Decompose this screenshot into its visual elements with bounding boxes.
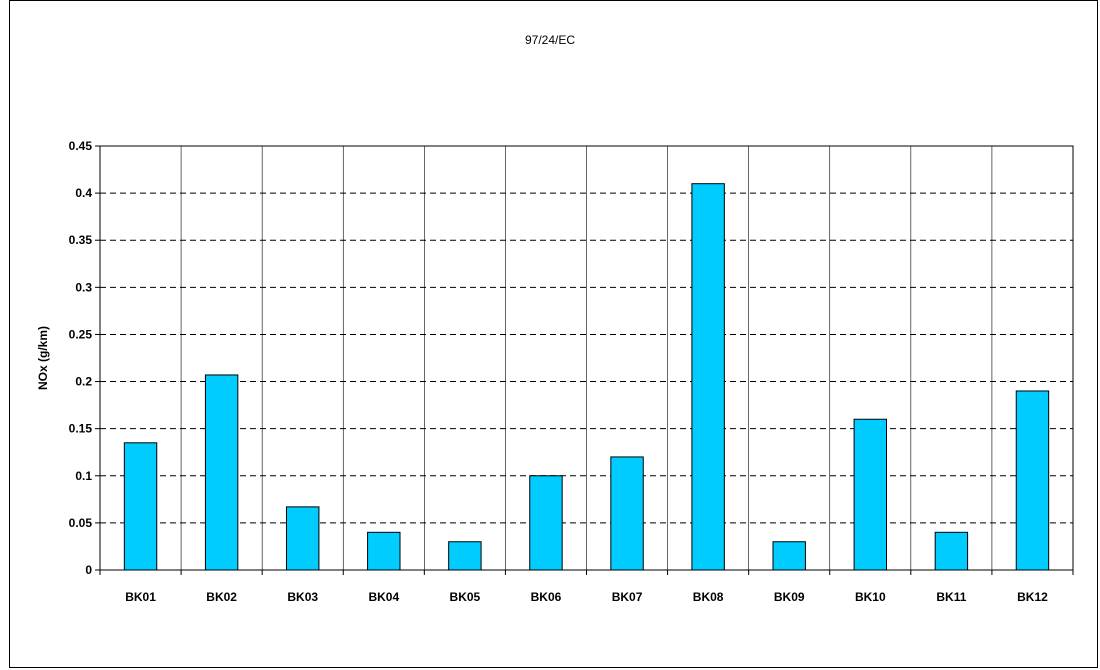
x-tick-label: BK11	[936, 590, 966, 604]
x-tick-label: BK03	[287, 590, 318, 604]
bar-bk11	[934, 531, 969, 571]
bar-bk09	[772, 541, 806, 571]
bar-bk01	[123, 442, 158, 571]
x-tick-label: BK08	[693, 590, 724, 604]
x-tick-label: BK10	[855, 590, 886, 604]
bar-bk10	[853, 418, 888, 571]
bar-bk04	[367, 531, 401, 571]
x-tick-label: BK01	[125, 590, 156, 604]
y-tick-labels: 0 0.05 0.1 0.15 0.2 0.25 0.3 0.35 0.4 0.45	[69, 139, 93, 577]
y-tick-label: 0	[85, 563, 92, 577]
x-tick-label: BK09	[774, 590, 805, 604]
bar-bk12	[1015, 390, 1050, 571]
x-tick-label: BK02	[206, 590, 237, 604]
grid-layer	[100, 145, 1073, 570]
x-tick-label: BK05	[450, 590, 481, 604]
bar-bk05	[448, 541, 482, 571]
axes-layer	[95, 145, 1074, 575]
y-tick-label: 0.1	[75, 469, 92, 483]
x-tick-labels: BK01 BK02 BK03 BK04 BK05 BK06 BK07 BK08 BK09 BK10…	[125, 590, 1048, 604]
y-tick-label: 0.4	[75, 186, 92, 200]
x-tick-label: BK12	[1017, 590, 1048, 604]
bar-bk03	[285, 506, 320, 571]
x-tick-label: BK06	[531, 590, 562, 604]
y-tick-label: 0.35	[69, 233, 93, 247]
bar-bk02	[204, 374, 239, 571]
bar-bk08	[691, 183, 725, 571]
y-tick-label: 0.2	[75, 375, 92, 389]
y-tick-label: 0.15	[69, 422, 93, 436]
bar-bk07	[610, 456, 644, 571]
x-tick-label: BK04	[368, 590, 399, 604]
chart-title: 97/24/EC	[524, 33, 576, 47]
bar-bk06	[529, 475, 563, 571]
y-tick-label: 0.45	[69, 139, 93, 153]
y-tick-label: 0.25	[69, 327, 93, 341]
y-axis-label: NOx (g/km)	[36, 326, 50, 390]
bars-layer	[123, 183, 1050, 571]
y-tick-label: 0.3	[75, 280, 92, 294]
y-tick-label: 0.05	[69, 516, 93, 530]
plot-area-border	[99, 145, 1074, 571]
x-tick-label: BK07	[612, 590, 643, 604]
